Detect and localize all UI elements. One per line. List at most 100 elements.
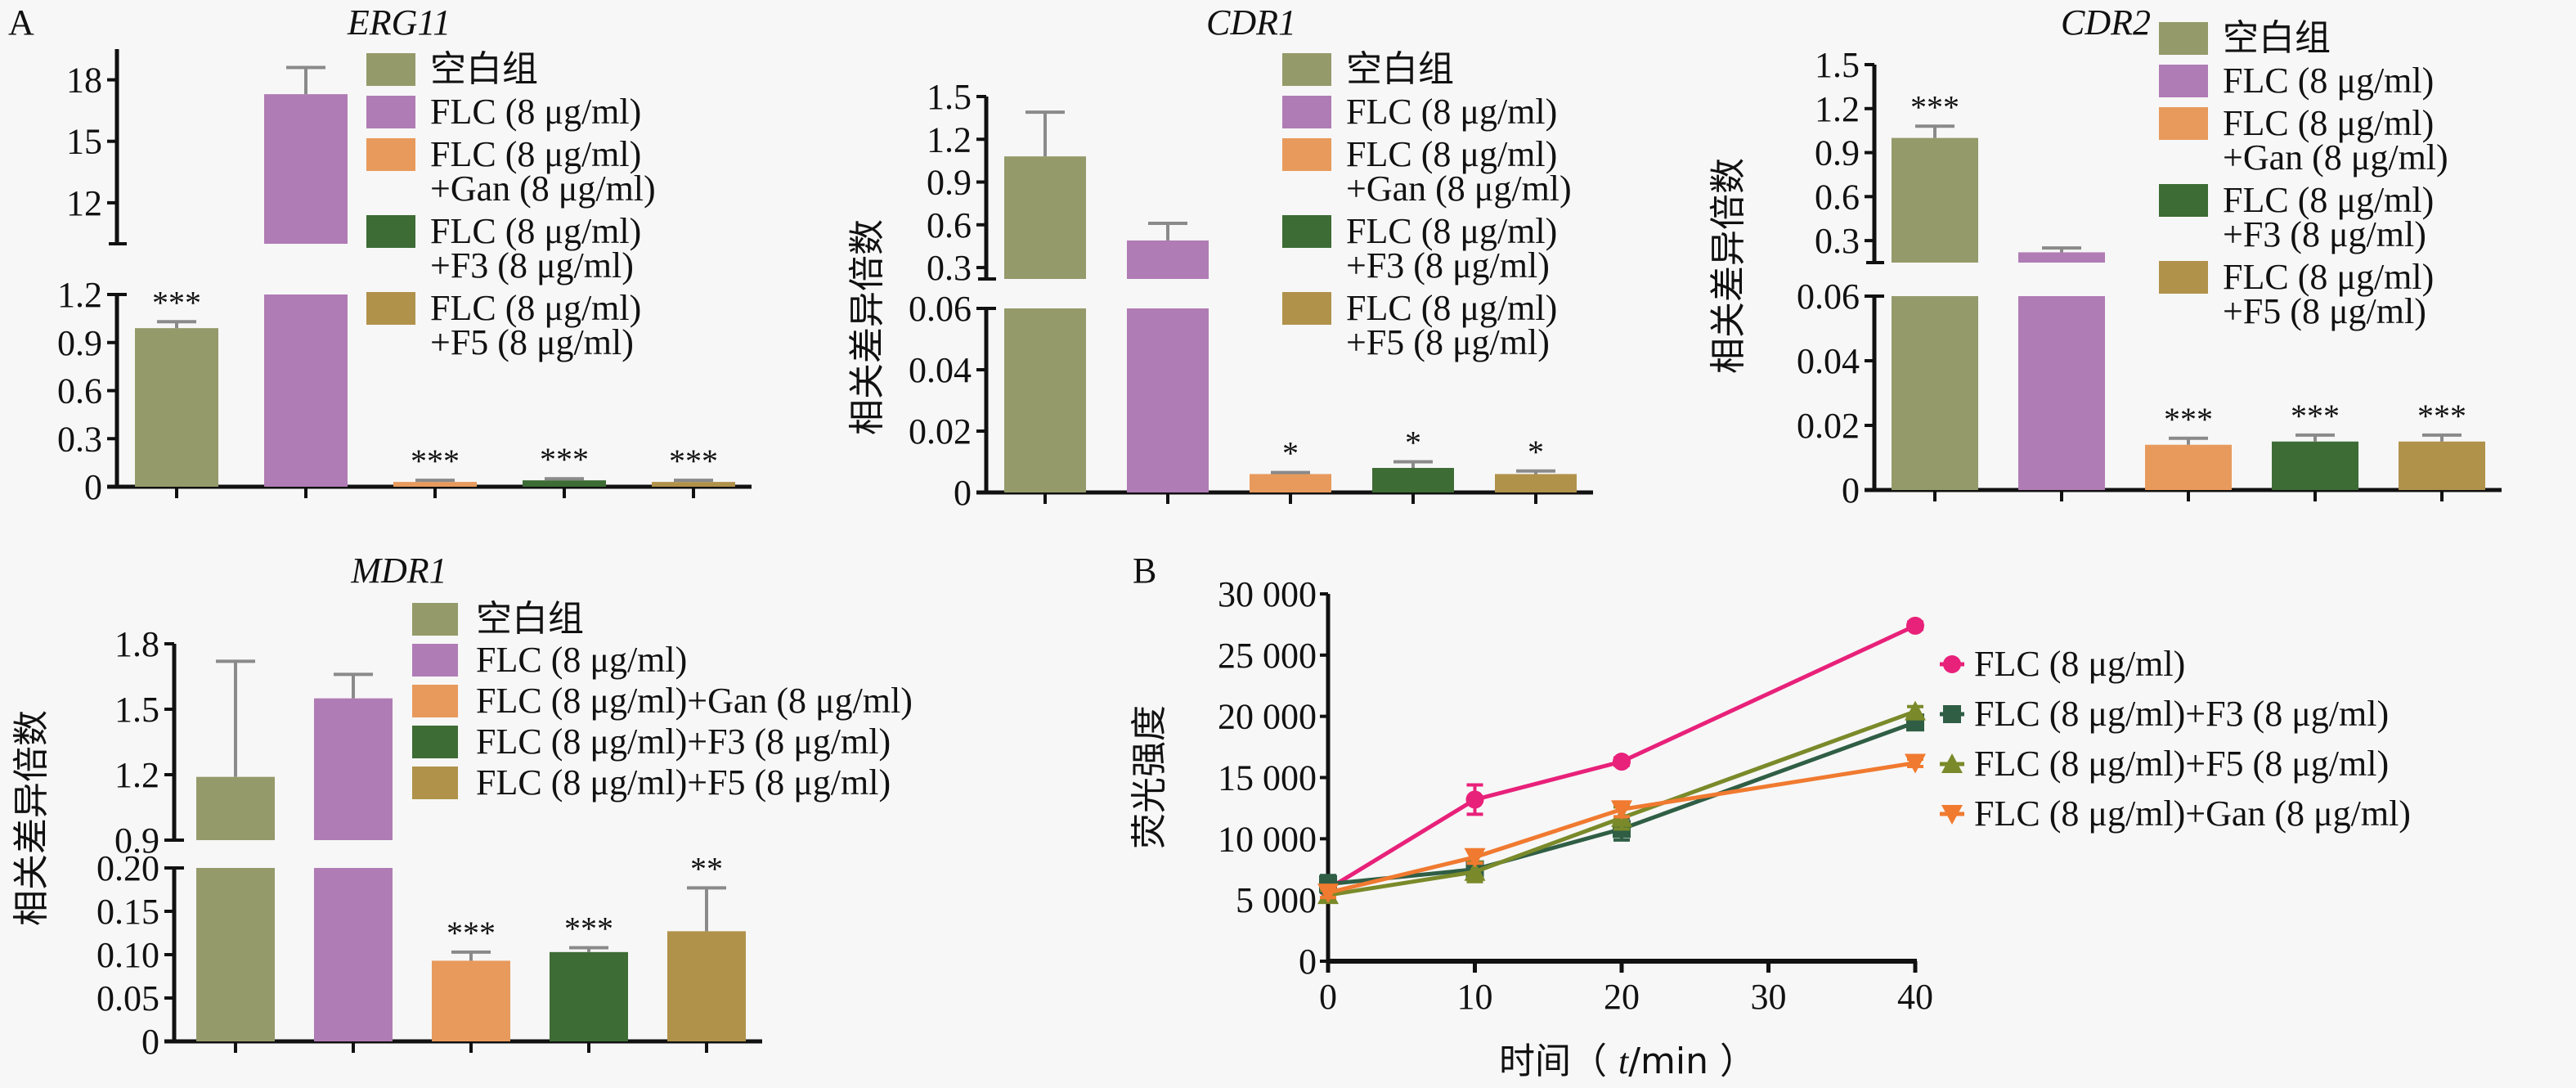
significance-label: *** xyxy=(540,441,589,478)
bar-3: *** xyxy=(523,441,606,498)
significance-label: *** xyxy=(2417,398,2466,434)
bar-2: *** xyxy=(432,915,510,1053)
legend-swatch xyxy=(1282,292,1331,325)
bar-segment xyxy=(550,951,628,1041)
legend-label: FLC (8 μg/ml)+Gan (8 μg/ml) xyxy=(1974,794,2411,834)
x-tick-label: 10 xyxy=(1457,977,1493,1017)
bar-segment xyxy=(2399,441,2485,490)
y-tick-label: 0.3 xyxy=(57,419,102,459)
y-tick-label: 1.5 xyxy=(1815,45,1860,85)
bar-lower-segment xyxy=(196,868,275,1041)
y-tick-label: 20 000 xyxy=(1218,697,1317,737)
legend-label: +F5 (8 μg/ml) xyxy=(2223,291,2426,331)
panel-label-b: B xyxy=(1133,551,1156,591)
y-tick-label: 0.9 xyxy=(57,323,102,363)
x-axis-label: 时间（ t/min ） xyxy=(1499,1041,1756,1082)
y-tick-label: 18 xyxy=(66,61,102,101)
y-tick-label: 0.04 xyxy=(1797,341,1860,381)
legend-label: 空白组 xyxy=(2223,18,2331,58)
y-axis-label: 相关差异倍数 xyxy=(846,219,888,435)
bar-4: *** xyxy=(652,443,735,498)
bar-3: *** xyxy=(550,910,628,1053)
legend: FLC (8 μg/ml) FLC (8 μg/ml)+F3 (8 μg/ml) F… xyxy=(1940,644,2411,834)
legend-label: 空白组 xyxy=(1346,49,1454,89)
y-tick-label: 1.2 xyxy=(57,275,102,315)
x-axis-label-prefix: 时间（ xyxy=(1499,1041,1618,1082)
series-line xyxy=(1327,709,1916,897)
bar-1 xyxy=(2018,246,2105,501)
bar-segment xyxy=(135,328,218,487)
significance-label: * xyxy=(1528,434,1544,470)
bar-1 xyxy=(1127,222,1209,504)
bar-2: * xyxy=(1250,435,1331,504)
bar-2: *** xyxy=(393,443,477,498)
legend-label: FLC (8 μg/ml) xyxy=(2223,257,2434,297)
y-tick-label: 1.5 xyxy=(114,690,159,730)
y-tick-label: 1.2 xyxy=(114,755,159,795)
x-axis-label-suffix: /min ） xyxy=(1628,1041,1756,1082)
bar-upper-segment xyxy=(314,698,393,840)
legend-label: +Gan (8 μg/ml) xyxy=(1346,169,1572,209)
legend-swatch xyxy=(1282,138,1331,171)
bar-4: * xyxy=(1495,434,1577,504)
y-tick-label: 0.04 xyxy=(909,350,972,390)
bar-2: *** xyxy=(2145,401,2232,501)
y-tick-label: 0.06 xyxy=(1797,276,1860,317)
legend-label: FLC (8 μg/ml)+F3 (8 μg/ml) xyxy=(1974,694,2389,734)
legend-swatch xyxy=(366,292,415,325)
legend-swatch xyxy=(412,685,458,717)
y-tick-label: 0.02 xyxy=(909,411,972,452)
bar-lower-segment xyxy=(1004,308,1086,492)
y-tick-label: 30 000 xyxy=(1218,574,1317,614)
bar-upper-segment xyxy=(196,776,275,840)
data-point xyxy=(1611,800,1632,820)
legend-swatch xyxy=(366,53,415,86)
y-axis-label: 相关差异倍数 xyxy=(1708,158,1749,374)
bar-0 xyxy=(1004,110,1086,504)
bar-0 xyxy=(196,659,275,1053)
legend-marker xyxy=(1941,753,1963,773)
y-tick-label: 25 000 xyxy=(1218,636,1317,676)
y-tick-label: 0.6 xyxy=(1815,177,1860,217)
data-point xyxy=(1613,753,1631,771)
significance-label: *** xyxy=(2164,401,2213,438)
legend-label: FLC (8 μg/ml) xyxy=(1346,211,1557,251)
bar-0: *** xyxy=(135,284,218,498)
legend-label: FLC (8 μg/ml)+F5 (8 μg/ml) xyxy=(1974,744,2389,784)
legend-label: 空白组 xyxy=(430,49,538,89)
bar-segment xyxy=(2272,441,2358,490)
bar-3: *** xyxy=(2272,398,2358,501)
legend-swatch xyxy=(2159,22,2208,55)
legend-swatch xyxy=(366,96,415,128)
legend-label: 空白组 xyxy=(476,599,584,639)
bar-upper-segment xyxy=(1892,137,1978,263)
legend-marker xyxy=(1943,655,1961,673)
bar-upper-segment xyxy=(1127,240,1209,279)
y-tick-label: 1.2 xyxy=(1815,89,1860,129)
legend-label: +F3 (8 μg/ml) xyxy=(1346,245,1550,285)
data-point xyxy=(1465,790,1484,809)
legend-label: +F5 (8 μg/ml) xyxy=(1346,322,1550,362)
legend-label: FLC (8 μg/ml) xyxy=(2223,180,2434,220)
legend-label: FLC (8 μg/ml) xyxy=(430,134,641,174)
bar-upper-segment xyxy=(2018,252,2105,263)
legend-swatch xyxy=(1282,96,1331,128)
legend-label: FLC (8 μg/ml) xyxy=(1346,134,1557,174)
bar-1 xyxy=(314,672,393,1053)
legend-label: FLC (8 μg/ml) xyxy=(1974,644,2185,684)
legend-label: FLC (8 μg/ml) xyxy=(430,92,641,132)
bar-lower-segment xyxy=(1892,296,1978,490)
legend-swatch xyxy=(412,767,458,799)
legend-label: FLC (8 μg/ml) xyxy=(2223,103,2434,143)
chart-title: CDR1 xyxy=(1206,2,1296,43)
bar-segment xyxy=(652,482,735,487)
data-point xyxy=(1464,847,1486,868)
chart-title: ERG11 xyxy=(347,2,451,43)
y-tick-label: 1.5 xyxy=(927,77,972,117)
significance-label: *** xyxy=(2291,398,2340,434)
legend-marker xyxy=(1941,805,1963,825)
legend-swatch xyxy=(366,215,415,248)
bar-segment xyxy=(1250,474,1331,492)
